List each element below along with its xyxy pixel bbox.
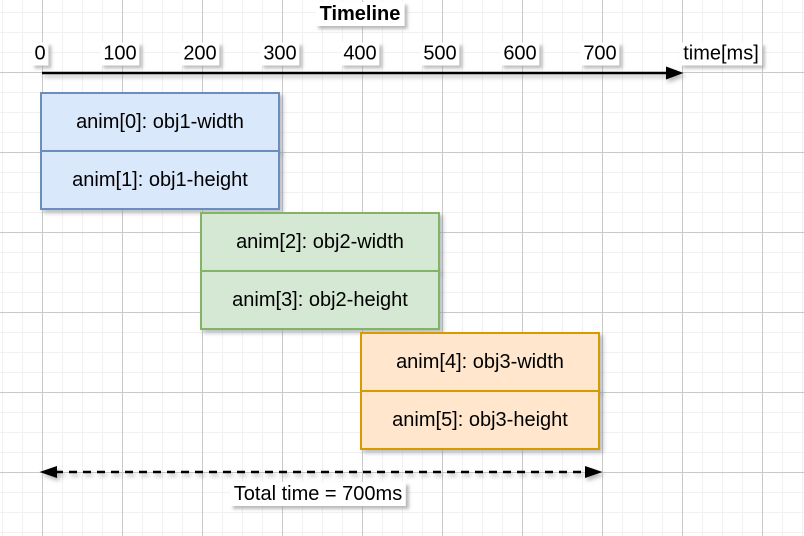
axis-tick-200: 200 <box>180 42 220 66</box>
anim-row-5: anim[5]: obj3-height <box>360 390 600 450</box>
axis-arrow <box>42 66 684 80</box>
anim-row-0: anim[0]: obj1-width <box>40 92 280 152</box>
anim-row-1: anim[1]: obj1-height <box>40 150 280 210</box>
anim-row-4: anim[4]: obj3-width <box>360 332 600 392</box>
anim-group-obj1: anim[0]: obj1-width anim[1]: obj1-height <box>40 92 280 210</box>
anim-row-label: anim[5]: obj3-height <box>392 408 568 431</box>
anim-row-label: anim[1]: obj1-height <box>72 168 248 191</box>
anim-row-label: anim[3]: obj2-height <box>232 288 408 311</box>
axis-tick-500: 500 <box>420 42 460 66</box>
anim-group-obj2: anim[2]: obj2-width anim[3]: obj2-height <box>200 212 440 330</box>
axis-tick-700: 700 <box>580 42 620 66</box>
anim-row-2: anim[2]: obj2-width <box>200 212 440 272</box>
anim-group-obj3: anim[4]: obj3-width anim[5]: obj3-height <box>360 332 600 450</box>
anim-row-label: anim[2]: obj2-width <box>236 230 404 253</box>
axis-tick-300: 300 <box>260 42 300 66</box>
anim-row-label: anim[0]: obj1-width <box>76 110 244 133</box>
axis-tick-400: 400 <box>340 42 380 66</box>
anim-row-3: anim[3]: obj2-height <box>200 270 440 330</box>
axis-tick-600: 600 <box>500 42 540 66</box>
total-duration-arrow <box>39 466 603 478</box>
anim-row-label: anim[4]: obj3-width <box>396 350 564 373</box>
axis-tick-100: 100 <box>100 42 140 66</box>
diagram-title: Timeline <box>315 2 405 26</box>
axis-tick-0: 0 <box>31 42 49 66</box>
total-time-label: Total time = 700ms <box>229 482 407 506</box>
axis-unit-label: time[ms] <box>680 42 762 66</box>
